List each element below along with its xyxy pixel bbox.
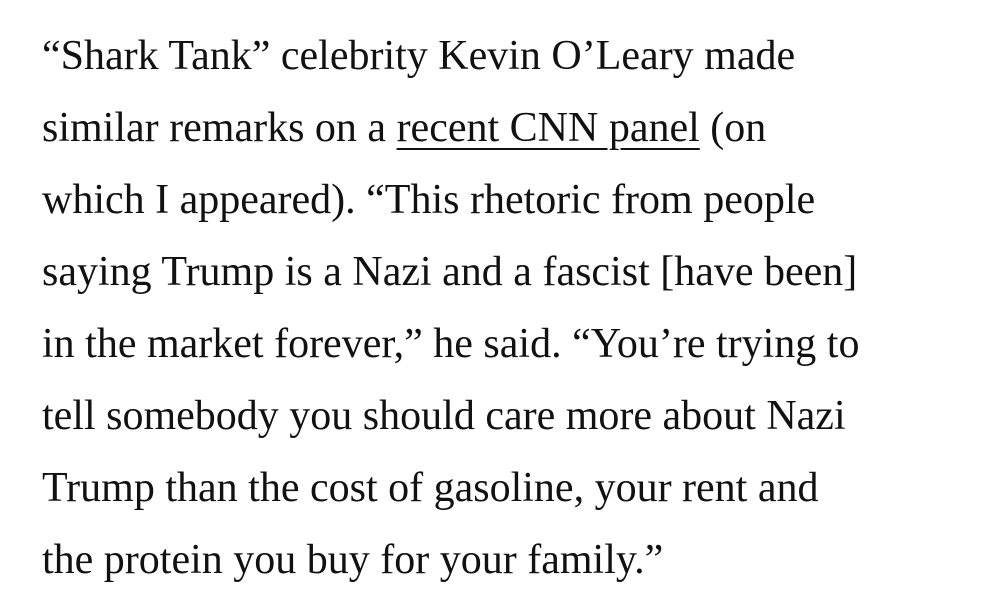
paragraph-line-4: saying Trump is a Nazi and a fascist [ha… xyxy=(42,249,858,295)
paragraph-text: similar remarks on a xyxy=(42,105,397,151)
paragraph-line-2: similar remarks on a recent CNN panel (o… xyxy=(42,92,992,164)
paragraph-line-3: which I appeared). “This rhetoric from p… xyxy=(42,177,816,223)
paragraph-line-1: “Shark Tank” celebrity Kevin O’Leary mad… xyxy=(42,33,796,79)
paragraph-line-8: the protein you buy for your family.” xyxy=(42,537,664,583)
paragraph-line-5: in the market forever,” he said. “You’re… xyxy=(42,321,860,367)
paragraph-text: (on xyxy=(699,105,767,151)
article-paragraph: “Shark Tank” celebrity Kevin O’Leary mad… xyxy=(42,20,992,596)
paragraph-line-7: Trump than the cost of gasoline, your re… xyxy=(42,465,819,511)
article-body: “Shark Tank” celebrity Kevin O’Leary mad… xyxy=(42,20,992,596)
recent-cnn-panel-link[interactable]: recent CNN panel xyxy=(396,105,700,151)
paragraph-line-6: tell somebody you should care more about… xyxy=(42,393,846,439)
